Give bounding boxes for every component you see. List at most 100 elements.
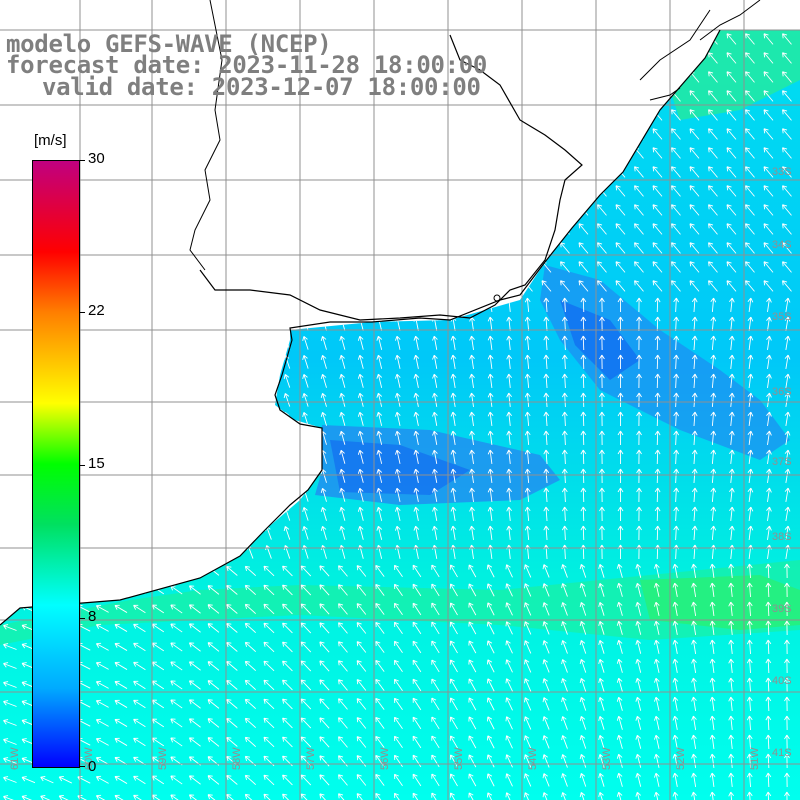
- wind-arrow: [634, 185, 644, 197]
- wind-arrow: [264, 109, 274, 121]
- wind-arrow: [728, 620, 735, 636]
- wind-arrow: [579, 754, 587, 768]
- wind-arrow: [708, 166, 718, 178]
- wind-arrow: [432, 354, 438, 369]
- wind-arrow: [283, 393, 291, 407]
- wind-arrow: [375, 773, 385, 786]
- wind-arrow: [782, 71, 792, 83]
- wind-arrow: [745, 166, 755, 178]
- wind-arrow: [633, 13, 646, 27]
- wind-arrow: [226, 623, 238, 633]
- wind-arrow: [654, 525, 661, 541]
- wind-arrow: [728, 563, 735, 579]
- latitude-label: 41S: [772, 747, 792, 759]
- wind-arrow: [116, 298, 125, 312]
- wind-arrow: [524, 735, 532, 749]
- wind-arrow: [282, 204, 293, 216]
- wind-arrow: [357, 411, 364, 426]
- wind-arrow: [450, 430, 457, 445]
- wind-arrow: [95, 756, 109, 765]
- wind-arrow: [246, 450, 254, 464]
- wind-arrow: [726, 242, 737, 254]
- latitude-label: 34S: [772, 239, 792, 251]
- wind-arrow: [227, 223, 237, 235]
- wind-arrow: [116, 393, 125, 407]
- wind-arrow: [524, 697, 532, 711]
- wind-arrow: [98, 355, 107, 369]
- wind-arrow: [209, 507, 217, 521]
- wind-arrow: [728, 487, 735, 503]
- wind-arrow: [3, 643, 17, 650]
- wind-arrow: [5, 280, 15, 292]
- wind-arrow: [710, 430, 717, 446]
- wind-arrow: [560, 90, 570, 102]
- wind-arrow: [319, 584, 330, 596]
- wind-arrow: [468, 659, 477, 673]
- wind-arrow: [450, 354, 457, 369]
- wind-arrow: [636, 392, 642, 408]
- wind-arrow: [766, 411, 772, 426]
- wind-arrow: [226, 718, 238, 728]
- wind-arrow: [300, 793, 312, 800]
- wind-arrow: [320, 392, 327, 407]
- wind-arrow: [728, 506, 735, 522]
- wind-arrow: [449, 109, 459, 121]
- wind-arrow: [504, 147, 515, 159]
- wind-arrow: [561, 316, 568, 332]
- wind-arrow: [302, 506, 309, 521]
- wind-arrow: [635, 620, 642, 635]
- wind-arrow: [654, 373, 661, 389]
- wind-arrow: [151, 680, 165, 690]
- wind-arrow: [653, 658, 660, 673]
- wind-arrow: [599, 316, 605, 332]
- wind-arrow: [635, 696, 642, 711]
- wind-arrow: [135, 412, 144, 426]
- wind-arrow: [98, 526, 107, 540]
- wind-arrow: [188, 699, 201, 709]
- wind-arrow: [338, 242, 348, 254]
- wind-arrow: [673, 525, 680, 541]
- wind-arrow: [689, 242, 700, 254]
- wind-arrow: [133, 604, 146, 614]
- wind-arrow: [244, 660, 257, 672]
- wind-arrow: [746, 734, 753, 750]
- wind-arrow: [709, 601, 716, 616]
- wind-arrow: [671, 185, 681, 197]
- wind-arrow: [487, 392, 494, 407]
- wind-arrow: [338, 109, 348, 121]
- model-title: modelo GEFS-WAVE (NCEP): [6, 30, 332, 58]
- wind-arrow: [282, 698, 293, 710]
- wind-arrow: [151, 623, 165, 633]
- wind-arrow: [578, 90, 589, 102]
- wind-arrow: [151, 718, 165, 728]
- wind-arrow: [746, 601, 753, 617]
- wind-arrow: [40, 795, 54, 800]
- wind-arrow: [782, 185, 792, 197]
- wind-arrow: [673, 430, 680, 446]
- wind-arrow: [523, 166, 533, 178]
- wind-arrow: [691, 335, 698, 351]
- wind-arrow: [97, 128, 108, 140]
- wind-arrow: [263, 736, 275, 748]
- wind-arrow: [580, 316, 587, 332]
- wind-arrow: [579, 564, 587, 578]
- wind-arrow: [542, 754, 550, 768]
- wind-arrow: [263, 641, 275, 653]
- wind-arrow: [765, 791, 772, 800]
- wind-arrow: [357, 525, 364, 540]
- wind-arrow: [487, 373, 494, 388]
- wind-arrow: [320, 335, 327, 350]
- wind-arrow: [5, 393, 15, 407]
- wind-arrow: [691, 449, 698, 465]
- wind-arrow: [3, 567, 17, 574]
- wind-arrow: [691, 430, 698, 446]
- wind-arrow: [579, 621, 587, 635]
- wind-arrow: [375, 242, 385, 254]
- wind-arrow: [672, 582, 679, 597]
- wind-arrow: [782, 52, 792, 64]
- wind-arrow: [227, 280, 237, 292]
- wind-arrow: [579, 678, 587, 692]
- wind-arrow: [375, 754, 385, 767]
- wind-arrow: [560, 52, 570, 64]
- wind-arrow: [469, 487, 475, 502]
